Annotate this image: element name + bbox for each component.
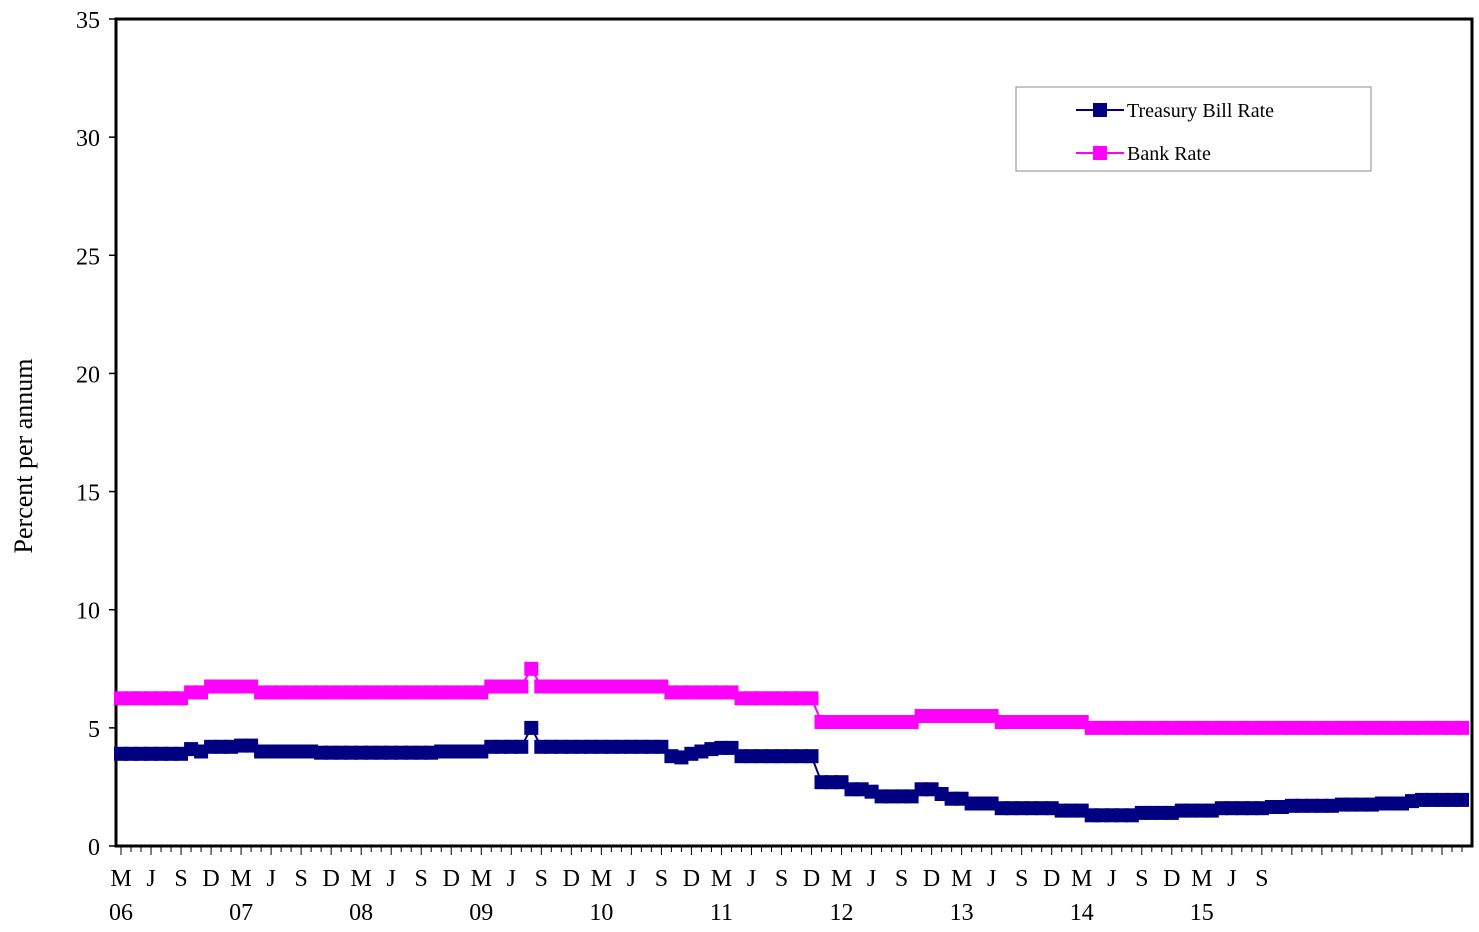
x-month-label: S (1135, 866, 1148, 892)
data-point (514, 679, 529, 694)
x-month-label: S (775, 866, 788, 892)
x-year-label: 11 (710, 900, 733, 926)
data-point (514, 739, 529, 754)
x-month-label: D (563, 866, 580, 892)
x-month-label: S (895, 866, 908, 892)
series-1 (114, 661, 1469, 735)
x-month-label: M (110, 866, 131, 892)
x-month-label: J (987, 866, 996, 892)
data-point (1455, 720, 1469, 735)
legend-box (1015, 86, 1372, 172)
x-year-label: 15 (1190, 900, 1214, 926)
x-month-label: D (1043, 866, 1060, 892)
x-month-label: J (1107, 866, 1116, 892)
x-month-label: D (1163, 866, 1180, 892)
x-month-label: S (174, 866, 187, 892)
data-point (1455, 792, 1469, 807)
x-year-label: 07 (229, 900, 253, 926)
y-tick-label: 35 (76, 8, 100, 34)
x-year-label: 09 (469, 900, 493, 926)
x-month-label: M (351, 866, 372, 892)
x-month-label: D (322, 866, 339, 892)
x-month-label: S (535, 866, 548, 892)
data-point (524, 661, 539, 676)
x-month-label: M (951, 866, 972, 892)
legend-label-bank: Bank Rate (1127, 143, 1211, 165)
x-month-label: M (1191, 866, 1212, 892)
x-month-label: J (747, 866, 756, 892)
x-axis-ticks: M J S D M J S D M J S D M J S D M J S D M J S D M J S D M J S D M J S D M J S0… (109, 846, 1463, 926)
x-year-label: 13 (950, 900, 974, 926)
x-month-label: M (230, 866, 251, 892)
data-point (804, 749, 819, 764)
x-month-label: M (831, 866, 852, 892)
legend-label-treasury: Treasury Bill Rate (1127, 100, 1274, 122)
x-month-label: J (387, 866, 396, 892)
y-tick-label: 10 (76, 599, 100, 625)
legend-marker-bank (1093, 146, 1107, 160)
x-month-label: M (1071, 866, 1092, 892)
x-year-label: 08 (349, 900, 373, 926)
x-month-label: M (591, 866, 612, 892)
x-month-label: J (627, 866, 636, 892)
x-year-label: 06 (109, 900, 133, 926)
x-month-label: D (202, 866, 219, 892)
series-0 (114, 720, 1469, 823)
x-month-label: S (294, 866, 307, 892)
x-month-label: M (711, 866, 732, 892)
y-tick-label: 30 (76, 126, 100, 152)
y-tick-label: 15 (76, 481, 100, 507)
x-month-label: S (1015, 866, 1028, 892)
series-layer (114, 661, 1469, 823)
data-point (524, 720, 539, 735)
x-month-label: J (867, 866, 876, 892)
x-month-label: M (471, 866, 492, 892)
x-month-label: J (507, 866, 516, 892)
y-axis-ticks: 0 5 10 15 20 25 30 35 (76, 8, 116, 861)
x-year-label: 10 (589, 900, 613, 926)
x-month-label: D (803, 866, 820, 892)
legend: Treasury Bill Rate Bank Rate (1015, 86, 1372, 172)
x-month-label: S (415, 866, 428, 892)
legend-marker-treasury (1093, 103, 1107, 117)
x-month-label: D (923, 866, 940, 892)
y-axis-title: Percent per annum (9, 359, 38, 554)
x-month-label: S (1255, 866, 1268, 892)
data-point (804, 691, 819, 706)
x-year-label: 12 (830, 900, 854, 926)
y-tick-label: 25 (76, 244, 100, 270)
y-tick-label: 20 (76, 362, 100, 388)
y-tick-label: 0 (88, 835, 100, 861)
x-month-label: J (146, 866, 155, 892)
x-month-label: J (1227, 866, 1236, 892)
x-month-label: J (266, 866, 275, 892)
x-month-label: D (683, 866, 700, 892)
y-tick-label: 5 (88, 717, 100, 743)
x-month-label: S (655, 866, 668, 892)
x-year-label: 14 (1070, 900, 1094, 926)
x-month-label: D (443, 866, 460, 892)
